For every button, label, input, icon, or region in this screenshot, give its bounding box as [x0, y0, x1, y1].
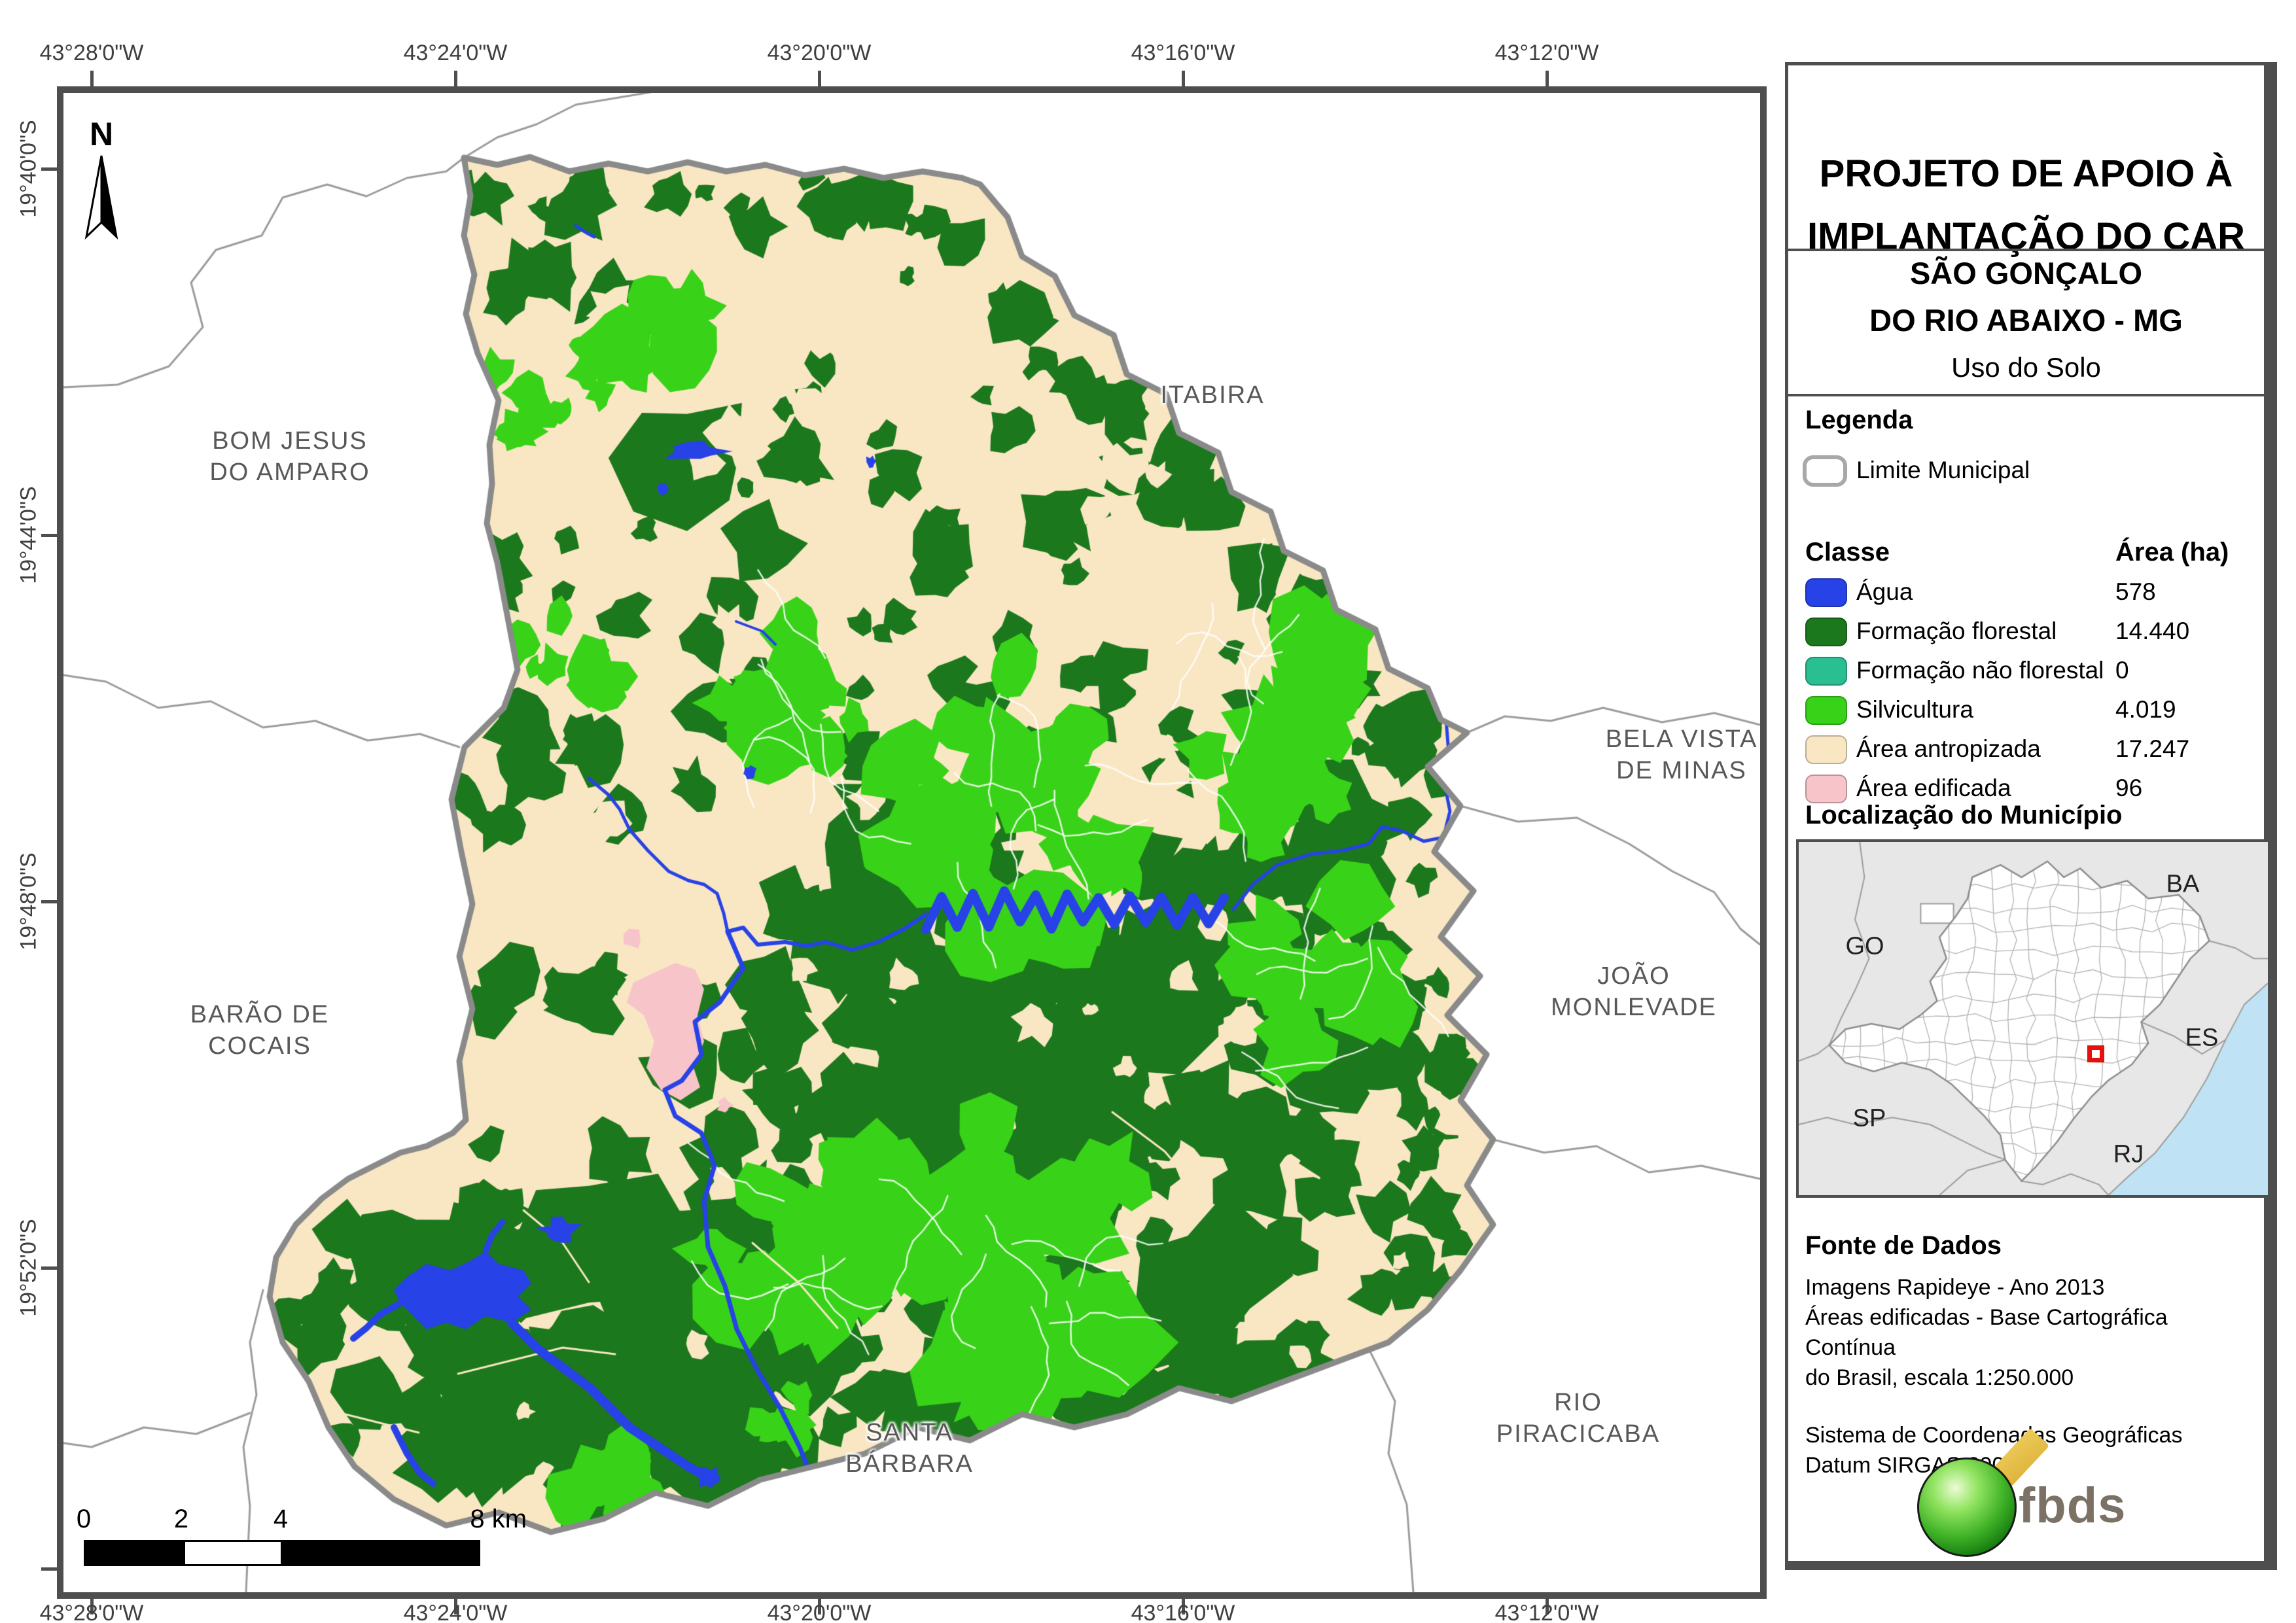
tick-top-1	[90, 71, 94, 86]
legend-swatch-0	[1805, 578, 1847, 607]
state-label-rj: RJ	[2113, 1140, 2144, 1168]
label-bom-jesus-do-amparo: BOM JESUS DO AMPARO	[209, 427, 370, 486]
scale-bar: 0 2 4 8 km	[76, 1505, 527, 1577]
lon-label-bottom-4: 43°16'0"W	[1131, 1601, 1235, 1623]
divider	[1788, 394, 2264, 396]
tick-bottom-1	[90, 1599, 94, 1614]
tick-bottom-3	[818, 1599, 821, 1614]
lon-label-bottom-5: 43°12'0"W	[1494, 1601, 1599, 1623]
state-label-sp: SP	[1852, 1104, 1886, 1132]
lon-label-top-1: 43°28'0"W	[39, 41, 144, 65]
legend-swatch-2	[1805, 657, 1847, 686]
municipal-boundary-label: Limite Municipal	[1856, 457, 2030, 483]
legend-row-area-antropizada: Área antropizada 17.247	[1788, 734, 2264, 768]
label-barao-de-cocais: BARÃO DE COCAIS	[190, 1001, 330, 1060]
lat-label-2: 19°44'0"S	[16, 486, 41, 584]
label-bela-vista-de-minas: BELA VISTA DE MINAS	[1605, 725, 1758, 784]
tick-left-5	[41, 1567, 57, 1571]
label-itabira: ITABIRA	[1160, 381, 1265, 409]
scale-label-4: 4	[273, 1505, 289, 1533]
lon-label-top-5: 43°12'0"W	[1494, 41, 1599, 65]
divider	[1788, 249, 2264, 251]
lat-label-1: 19°40'0"S	[16, 120, 41, 218]
scale-label-8km: 8 km	[470, 1505, 527, 1533]
logo-text: fbds	[2019, 1478, 2127, 1533]
municipal-boundary-swatch	[1803, 455, 1847, 487]
legend-row-agua: Água 578	[1788, 577, 2264, 611]
legend-swatch-1	[1805, 618, 1847, 646]
lon-label-bottom-2: 43°24'0"W	[403, 1601, 508, 1623]
state-label-es: ES	[2185, 1024, 2219, 1052]
tick-top-5	[1545, 71, 1549, 86]
legend-heading: Legenda	[1805, 406, 1913, 434]
lon-label-bottom-1: 43°28'0"W	[39, 1601, 144, 1623]
legend-row-silvicultura: Silvicultura 4.019	[1788, 695, 2264, 729]
lat-label-4: 19°52'0"S	[16, 1219, 41, 1317]
scale-segment-black1	[86, 1542, 183, 1564]
legend-row-formacao-florestal: Formação florestal 14.440	[1788, 616, 2264, 650]
legend-limite-row: Limite Municipal	[1788, 455, 2264, 489]
tick-top-2	[454, 71, 457, 86]
lon-label-bottom-3: 43°20'0"W	[767, 1601, 872, 1623]
lat-label-3: 19°48'0"S	[16, 852, 41, 951]
fbds-logo	[1788, 1393, 2259, 1563]
tick-left-2	[41, 534, 57, 537]
tick-bottom-2	[454, 1599, 457, 1614]
location-inset-map: GO BA ES SP RJ	[1796, 839, 2270, 1198]
label-rio-piracicaba: RIO PIRACICABA	[1496, 1389, 1661, 1448]
north-arrow-icon	[84, 155, 118, 240]
tick-left-4	[41, 1266, 57, 1270]
location-heading: Localização do Município	[1805, 801, 2123, 829]
state-label-go: GO	[1845, 932, 1884, 960]
municipality-name-line1: SÃO GONÇALO	[1909, 256, 2143, 290]
legend-row-area-edificada: Área edificada 96	[1788, 773, 2264, 807]
legend-swatch-4	[1805, 735, 1847, 764]
scale-label-0: 0	[76, 1505, 92, 1533]
scale-segment-white	[183, 1542, 283, 1564]
class-header: Classe	[1805, 538, 1890, 567]
legend-swatch-3	[1805, 696, 1847, 725]
north-label: N	[89, 116, 114, 152]
tick-top-3	[818, 71, 821, 86]
lon-label-top-4: 43°16'0"W	[1131, 41, 1235, 65]
label-santa-barbara: SANTA BÁRBARA	[845, 1419, 974, 1478]
legend-swatch-5	[1805, 775, 1847, 803]
map-theme: Uso do Solo	[1951, 352, 2101, 383]
info-panel: PROJETO DE APOIO À IMPLANTAÇÃO DO CAR SÃ…	[1785, 62, 2277, 1570]
tick-top-4	[1182, 71, 1185, 86]
label-joao-monlevade: JOÃO MONLEVADE	[1551, 962, 1717, 1021]
scale-segment-black2	[283, 1542, 478, 1564]
tick-left-3	[41, 900, 57, 903]
scale-bar-graphic	[84, 1540, 480, 1566]
lon-label-top-2: 43°24'0"W	[403, 41, 508, 65]
source-heading: Fonte de Dados	[1805, 1231, 2002, 1260]
lon-label-top-3: 43°20'0"W	[767, 41, 872, 65]
municipality-name-line2: DO RIO ABAIXO - MG	[1869, 303, 2183, 338]
tick-bottom-4	[1182, 1599, 1185, 1614]
legend-row-formacao-nao-florestal: Formação não florestal 0	[1788, 655, 2264, 689]
tick-left-1	[41, 167, 57, 171]
logo-sphere-icon	[1917, 1457, 2017, 1557]
state-inset-canvas	[1799, 842, 2268, 1195]
north-arrow: N	[70, 116, 133, 247]
tick-bottom-5	[1545, 1599, 1549, 1614]
land-use-map-canvas	[63, 93, 1760, 1592]
state-label-ba: BA	[2166, 870, 2200, 898]
municipality-marker	[2087, 1045, 2104, 1062]
scale-label-2: 2	[173, 1505, 189, 1533]
area-header: Área (ha)	[2115, 538, 2229, 567]
map-frame: N BOM JESUS DO AMPARO ITABIRA BELA VISTA…	[57, 86, 1767, 1599]
